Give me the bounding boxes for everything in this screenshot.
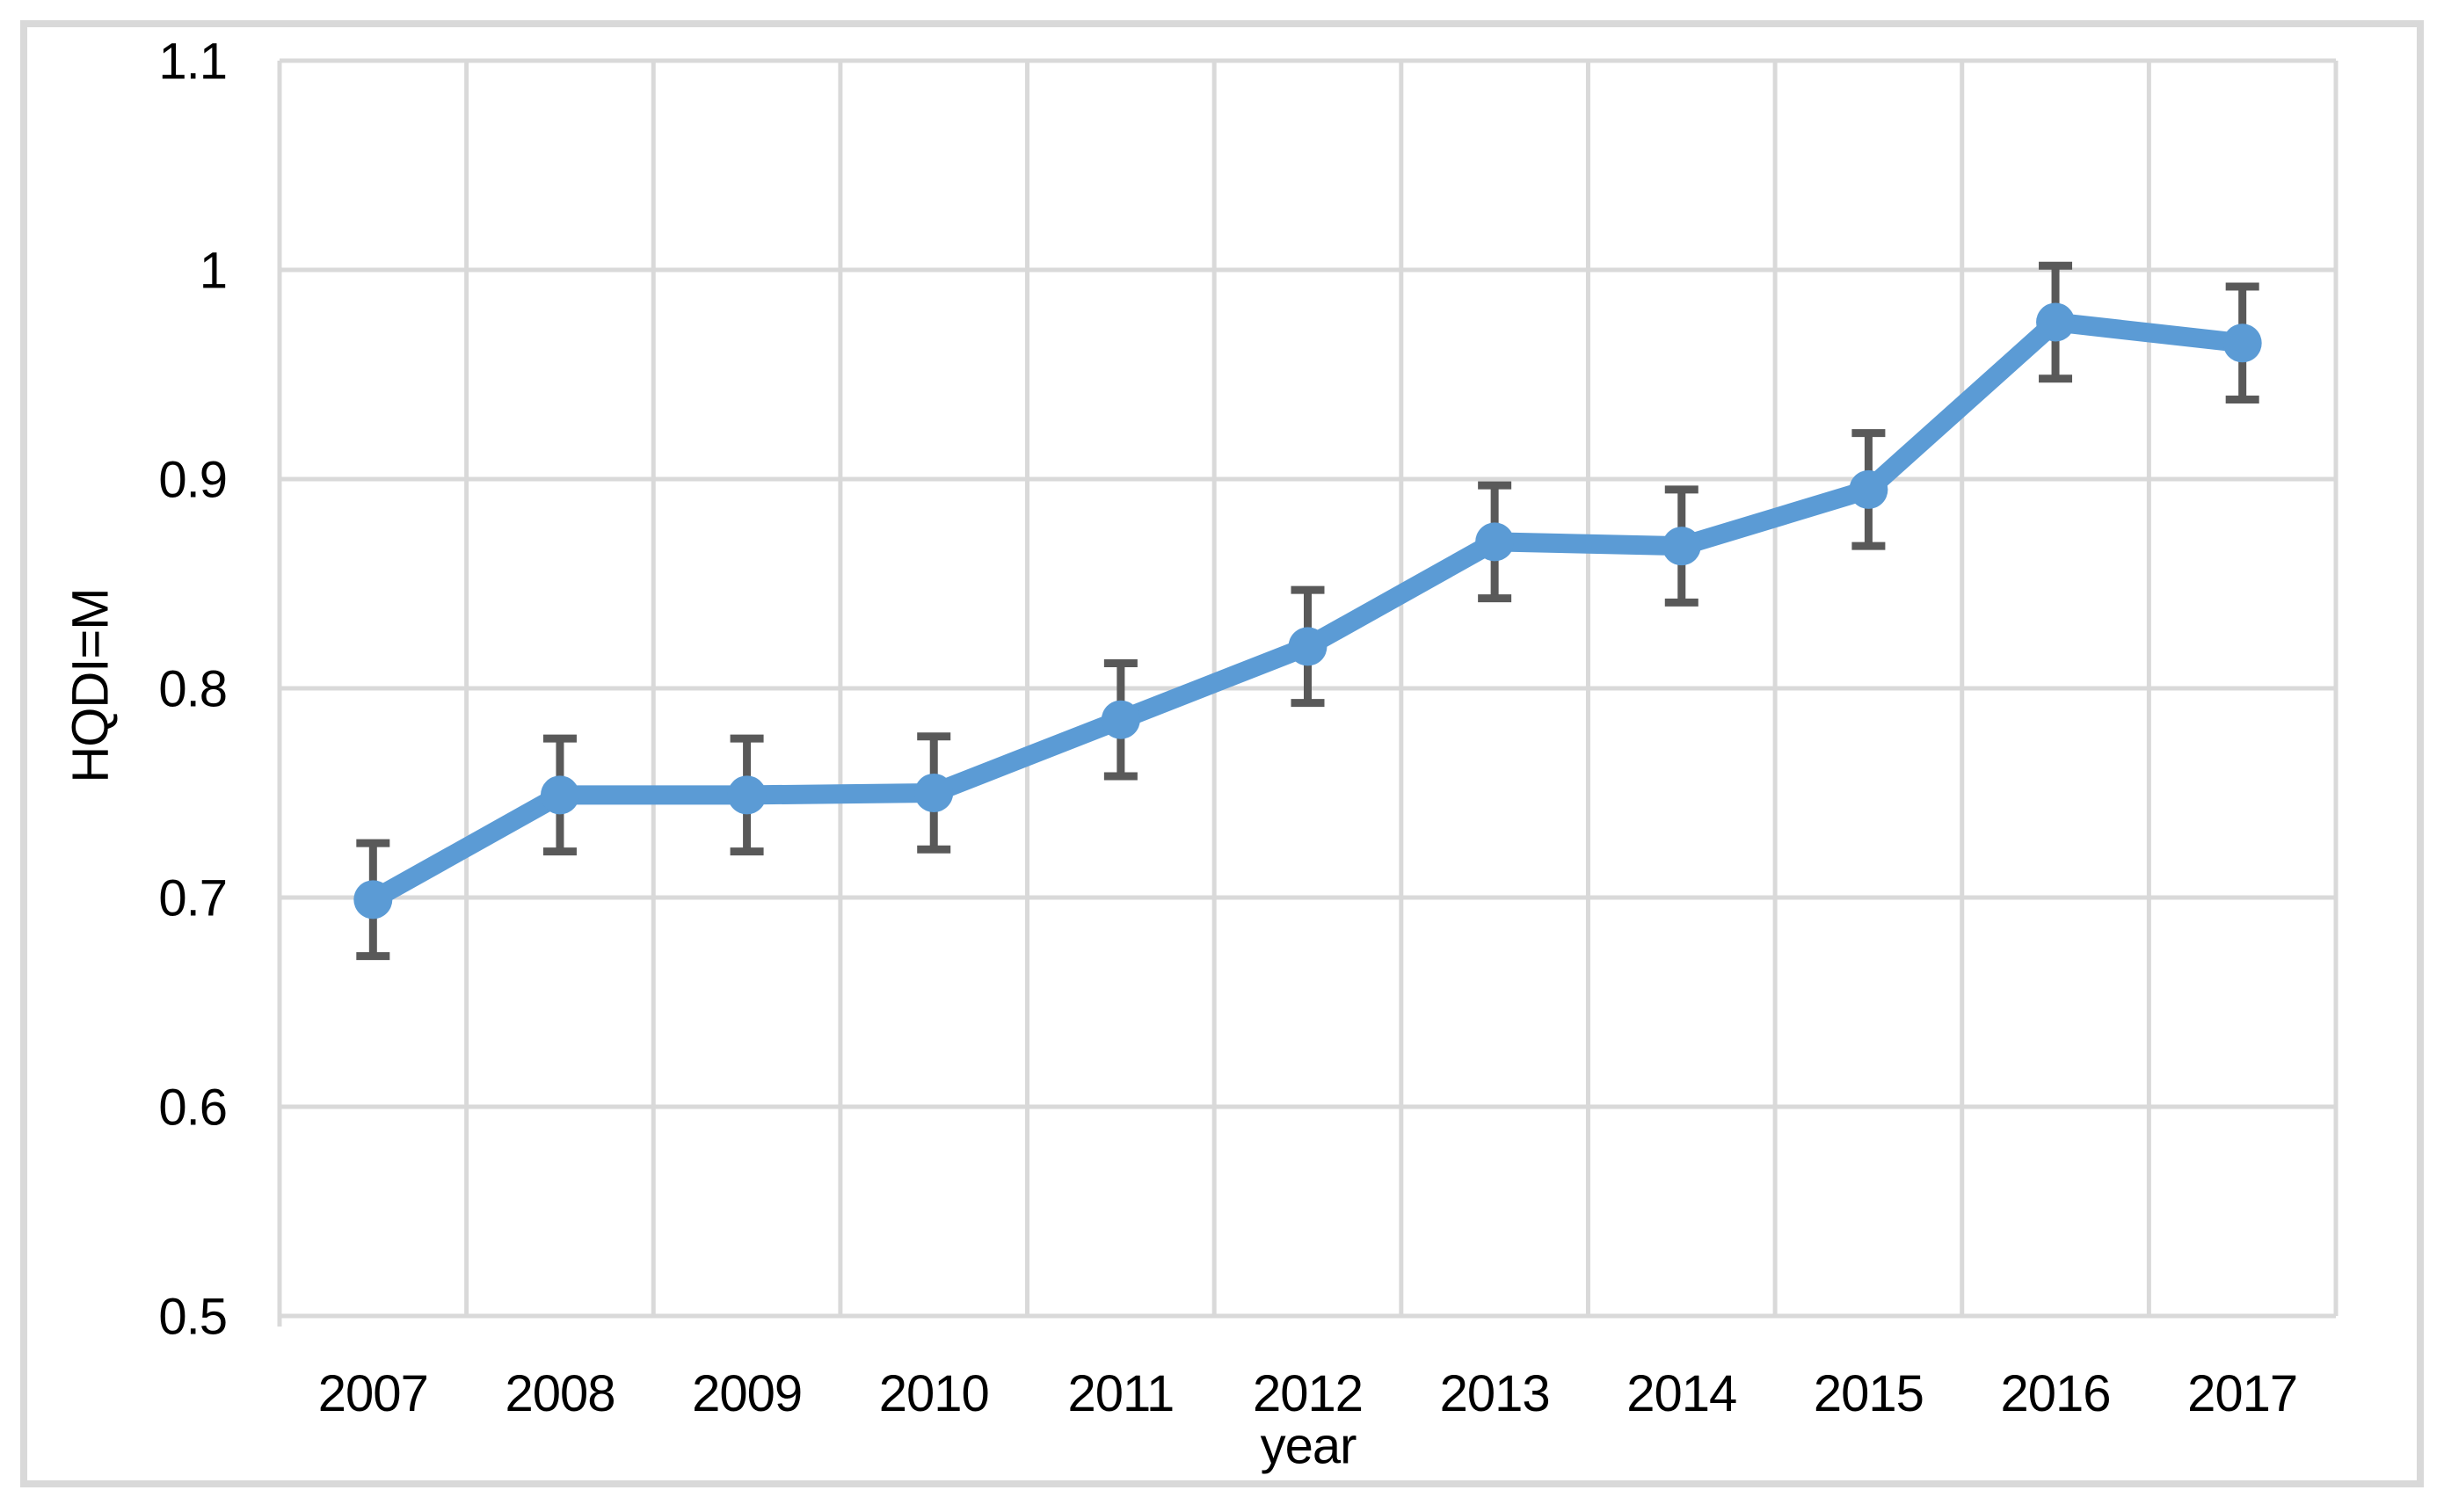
y-tick-label: 0.6 — [158, 1079, 227, 1136]
y-tick-label: 0.9 — [158, 451, 227, 508]
x-tick-label: 2014 — [1626, 1365, 1736, 1422]
x-tick-label: 2009 — [692, 1365, 802, 1422]
data-point-2017 — [2222, 323, 2262, 363]
x-tick-label: 2010 — [879, 1365, 989, 1422]
data-point-2014 — [1662, 527, 1701, 566]
data-point-2009 — [727, 775, 767, 815]
data-point-2015 — [1849, 469, 1888, 509]
x-tick-label: 2017 — [2187, 1365, 2297, 1422]
data-point-2012 — [1288, 627, 1327, 666]
y-tick-label: 0.8 — [158, 660, 227, 717]
y-tick-label: 1 — [200, 242, 227, 299]
data-point-2013 — [1475, 522, 1515, 562]
x-tick-label: 2008 — [505, 1365, 615, 1422]
x-tick-label: 2016 — [2001, 1365, 2111, 1422]
y-tick-label: 1.1 — [158, 33, 227, 90]
x-axis-title: year — [1260, 1417, 1357, 1475]
x-tick-label: 2013 — [1440, 1365, 1550, 1422]
data-point-2016 — [2036, 302, 2076, 342]
x-tick-label: 2011 — [1067, 1365, 1174, 1422]
x-tick-label: 2015 — [1814, 1365, 1924, 1422]
figure-border — [20, 20, 2424, 1487]
x-tick-label: 2012 — [1253, 1365, 1363, 1422]
y-tick-label: 0.7 — [158, 869, 227, 927]
data-point-2007 — [353, 880, 393, 920]
data-point-2008 — [540, 775, 579, 815]
x-tick-label: 2007 — [318, 1365, 428, 1422]
data-point-2010 — [914, 774, 954, 812]
y-axis-title: HQDI=M — [62, 588, 120, 783]
data-point-2011 — [1101, 700, 1140, 739]
y-tick-label: 0.5 — [158, 1288, 227, 1345]
